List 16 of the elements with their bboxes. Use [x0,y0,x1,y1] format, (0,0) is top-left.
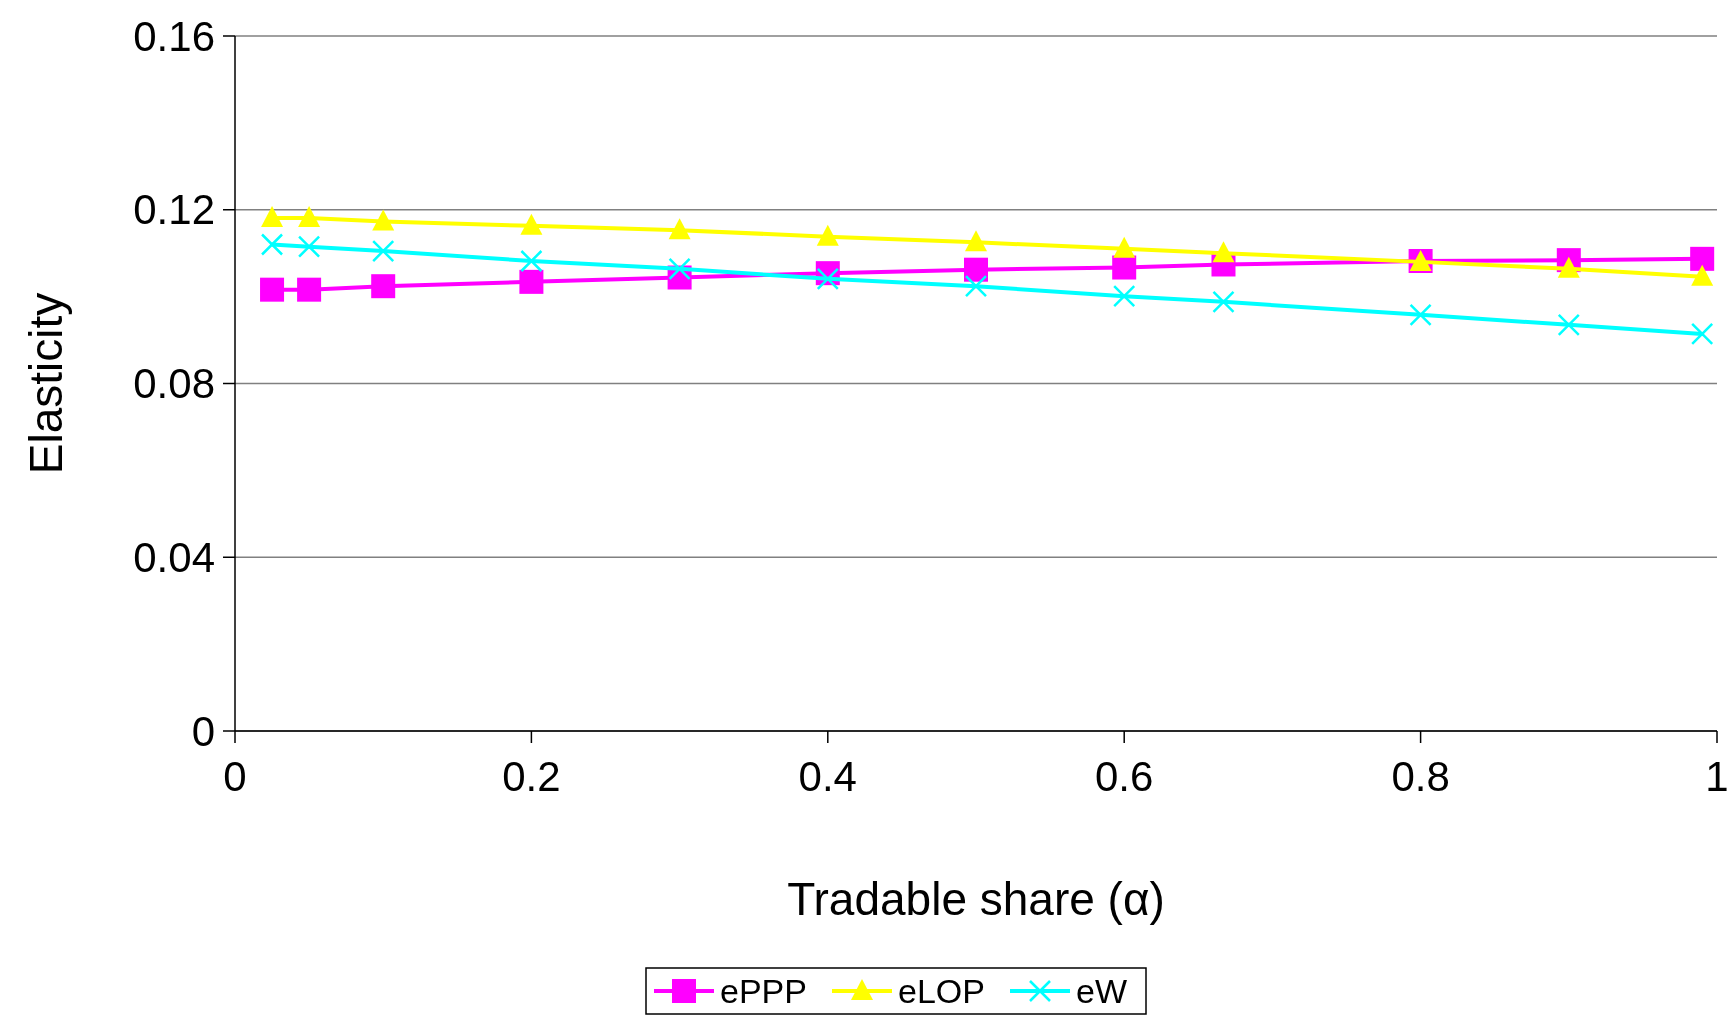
y-tick-label: 0 [191,707,215,755]
x-tick-label: 0 [223,753,247,800]
x-tick-label: 0.4 [798,753,857,800]
y-tick-label: 0.08 [133,360,215,408]
legend-label: ePPP [720,971,807,1010]
x-tick-label: 0.2 [502,753,561,800]
legend-label: eLOP [898,971,985,1010]
y-tick-label: 0.12 [133,186,215,234]
legend-label: eW [1076,971,1127,1010]
y-tick-label: 0.04 [133,533,215,581]
y-tick-label: 0.16 [133,12,215,60]
x-axis-title: Tradable share (α) [787,873,1165,925]
x-tick-label: 1 [1705,753,1728,800]
x-tick-label: 0.8 [1391,753,1450,800]
y-axis-title: Elasticity [20,292,72,475]
x-tick-label: 0.6 [1095,753,1154,800]
